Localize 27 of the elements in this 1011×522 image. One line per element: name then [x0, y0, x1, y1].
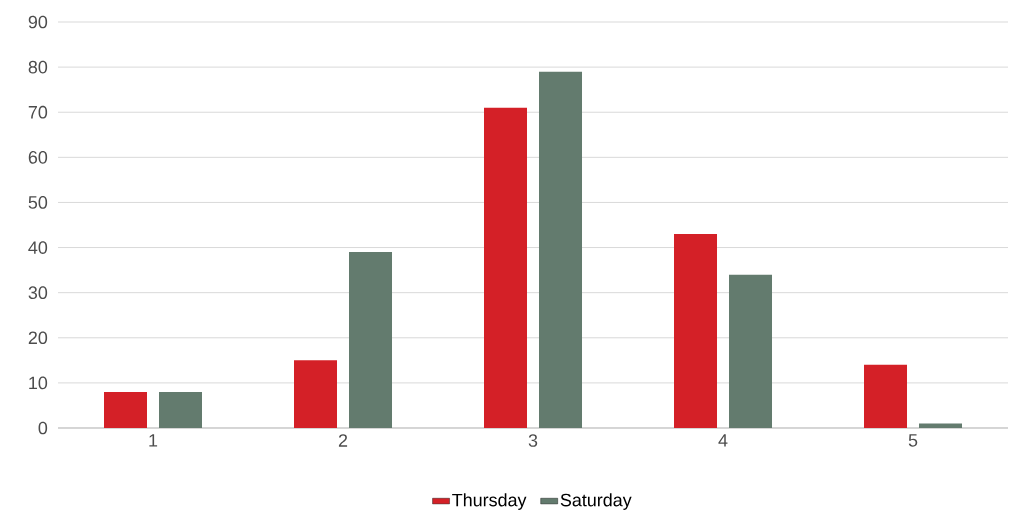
- y-tick-label: 10: [29, 376, 48, 390]
- bar: [294, 360, 337, 428]
- y-tick-label: 0: [38, 421, 48, 435]
- bar: [159, 391, 202, 428]
- bar: [674, 234, 718, 428]
- y-tick-label: 40: [28, 241, 48, 254]
- y-tick-label: 50: [28, 196, 48, 209]
- y-tick-label: 80: [28, 60, 48, 74]
- x-tick-label: 3: [528, 434, 538, 447]
- bar: [729, 274, 773, 428]
- bar: [484, 107, 527, 428]
- y-tick-label: 70: [28, 105, 48, 119]
- bar: [349, 252, 392, 428]
- x-tick-label: 1: [149, 434, 158, 447]
- y-tick-label: 60: [28, 150, 48, 164]
- bar: [919, 423, 963, 428]
- x-tick-label: 2: [338, 434, 348, 447]
- x-tick-label: 4: [718, 434, 728, 447]
- y-tick-label: 90: [28, 15, 48, 29]
- y-tick-label: 20: [28, 331, 48, 345]
- legend-label: Thursday: [452, 493, 527, 510]
- y-tick-label: 30: [28, 286, 48, 300]
- legend-label: Saturday: [560, 493, 632, 510]
- bar: [864, 364, 908, 428]
- x-tick-label: 5: [908, 434, 918, 447]
- bar: [539, 71, 582, 428]
- bar: [104, 391, 147, 428]
